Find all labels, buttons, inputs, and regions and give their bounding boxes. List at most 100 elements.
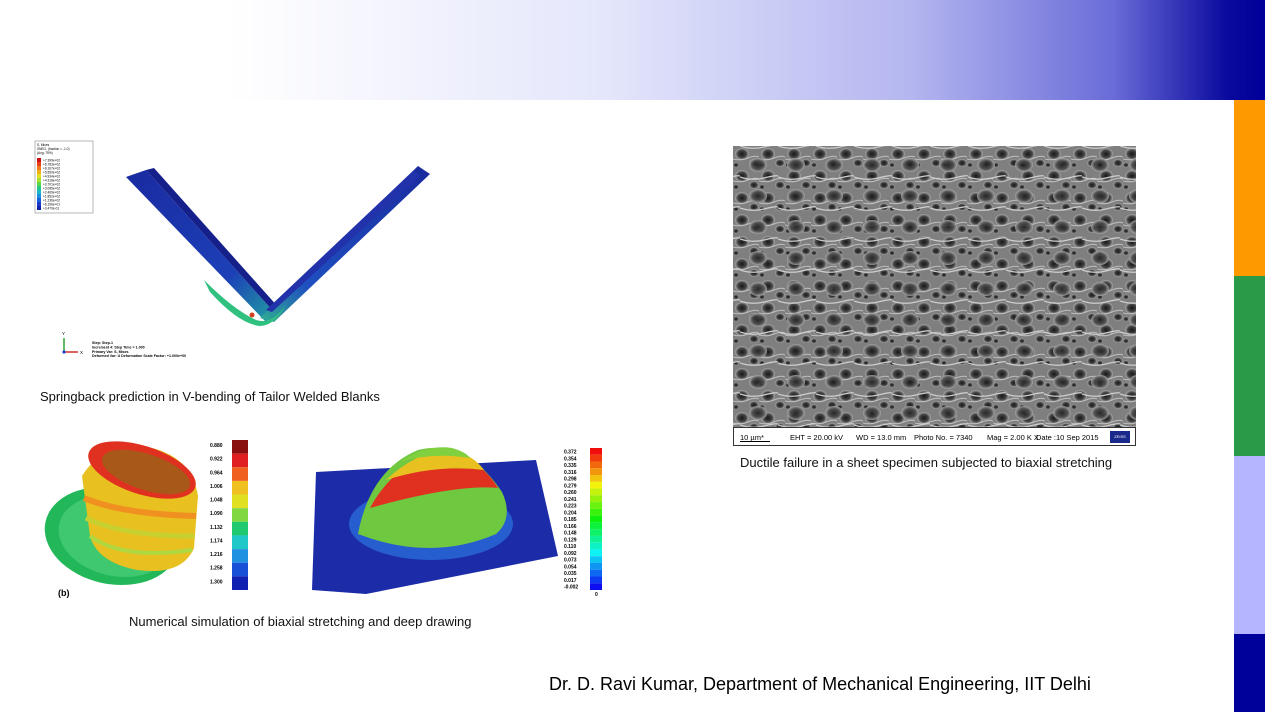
dome-scale-value: 0.298 bbox=[564, 477, 577, 483]
legend-value: +6.783e+02 bbox=[43, 162, 60, 166]
dome-scale-value: 0.204 bbox=[564, 510, 577, 516]
dome-scale-swatch bbox=[590, 583, 602, 590]
legend-swatch bbox=[37, 162, 41, 166]
dome-scale-value: 0.279 bbox=[564, 483, 577, 489]
cup-scale-value: 1.090 bbox=[210, 511, 223, 517]
side-bar-lavender bbox=[1234, 456, 1265, 634]
dome-scale-swatch bbox=[590, 488, 602, 496]
dome-scale-swatch bbox=[590, 522, 602, 530]
legend-value: +1.852e+02 bbox=[43, 194, 60, 198]
cup-color-scale: 0.880 0.922 0.964 1.006 1.048 1.090 1.132 1.174… bbox=[210, 440, 248, 590]
cup-scale-value: 1.300 bbox=[210, 579, 223, 585]
cup-scale-value: 0.922 bbox=[210, 457, 223, 463]
left-sheet bbox=[126, 170, 274, 322]
cup-top bbox=[101, 449, 191, 495]
legend-swatch bbox=[37, 166, 41, 170]
legend-value: +3.085e+02 bbox=[43, 186, 60, 190]
cup-scale-swatch bbox=[232, 494, 248, 509]
caption-springback: Springback prediction in V-bending of Ta… bbox=[40, 389, 380, 404]
dome-scale-swatch bbox=[590, 448, 602, 455]
legend-swatch bbox=[37, 194, 41, 198]
side-bar-green bbox=[1234, 276, 1265, 456]
dome-scale-value: 0.185 bbox=[564, 517, 577, 523]
cup-scale-swatch bbox=[232, 521, 248, 536]
dome-scale-zero: 0 bbox=[595, 592, 598, 598]
cup-scale-value: 1.258 bbox=[210, 566, 223, 572]
legend-value: +5.550e+02 bbox=[43, 170, 60, 174]
dome-scale-swatch bbox=[590, 495, 602, 503]
cup-scale-swatch bbox=[232, 535, 248, 550]
dome-scale-swatch bbox=[590, 508, 602, 516]
legend-swatch bbox=[37, 170, 41, 174]
sem-fractograph bbox=[733, 146, 1136, 428]
axis-y-label: Y bbox=[62, 331, 65, 336]
cup-scale-value: 1.132 bbox=[210, 525, 223, 531]
caption-numerical: Numerical simulation of biaxial stretchi… bbox=[129, 614, 472, 629]
legend-title-line: (Avg: 75%) bbox=[37, 151, 53, 155]
right-sheet-fold bbox=[266, 170, 420, 312]
dome-scale-value: 0.241 bbox=[564, 497, 577, 503]
dome-scale-value: 0.073 bbox=[564, 558, 577, 564]
dome-color-scale: 0.3720.3540.3350.3160.2980.2790.2600.241… bbox=[564, 448, 602, 598]
sem-date: Date :10 Sep 2015 bbox=[1036, 433, 1099, 442]
step-info-line: Increment 4: Step Time = 1.000 bbox=[92, 345, 145, 349]
dome-scale-swatch bbox=[590, 549, 602, 557]
dome-scale-value: 0.260 bbox=[564, 490, 577, 496]
cup-scale-swatch bbox=[232, 549, 248, 563]
dome-scale-value: 0.017 bbox=[564, 578, 577, 584]
cup-scale-swatch bbox=[232, 440, 248, 454]
legend-box bbox=[34, 140, 94, 214]
legend-swatch bbox=[37, 178, 41, 182]
sem-info-bar: 10 µm* EHT = 20.00 kV WD = 13.0 mm Photo… bbox=[733, 427, 1136, 446]
legend-swatch bbox=[37, 158, 41, 162]
dome-scale-swatch bbox=[590, 454, 602, 462]
title-band bbox=[0, 0, 1265, 100]
legend-value: +3.701e+02 bbox=[43, 182, 60, 186]
cup-scale-swatch bbox=[232, 467, 248, 481]
axis-x-label: X bbox=[80, 350, 83, 355]
legend-value: +6.196e+01 bbox=[43, 202, 60, 206]
dome-scale-value: 0.110 bbox=[564, 544, 576, 550]
dome-scale-value: 0.148 bbox=[564, 531, 577, 537]
dome-scale-value: 0.166 bbox=[564, 524, 577, 530]
legend-title-line: S, Mises bbox=[37, 143, 50, 147]
dome-scale-swatch bbox=[590, 542, 602, 550]
cup-scale-swatch bbox=[232, 562, 248, 577]
step-info-line: Primary Var: S, Mises bbox=[92, 350, 129, 354]
legend-value: +4.318e+02 bbox=[43, 178, 60, 182]
bend-region bbox=[204, 280, 286, 326]
dome-scale-value: 0.092 bbox=[564, 551, 577, 557]
dome-scale-swatch bbox=[590, 556, 602, 563]
dome-scale-value: 0.354 bbox=[564, 456, 577, 462]
side-bar-orange bbox=[1234, 100, 1265, 276]
dome-scale-value: 0.316 bbox=[564, 470, 577, 476]
zeiss-logo: ZEISS bbox=[1110, 431, 1130, 443]
dome-scale-swatch bbox=[590, 481, 602, 489]
dome-scale-value: 0.223 bbox=[564, 504, 577, 510]
axis-triad: Y X bbox=[62, 331, 83, 355]
cup-scale-value: 1.216 bbox=[210, 552, 223, 558]
dome-scale-value: -0.002 bbox=[564, 585, 578, 591]
dome-scale-value: 0.372 bbox=[564, 450, 577, 456]
legend-value: +2.469e+02 bbox=[43, 190, 60, 194]
footer-author: Dr. D. Ravi Kumar, Department of Mechani… bbox=[549, 674, 1091, 694]
dome-scale-swatch bbox=[590, 562, 602, 570]
legend-swatch bbox=[37, 182, 41, 186]
cup-scale-value: 0.880 bbox=[210, 443, 223, 449]
sem-photo: Photo No. = 7340 bbox=[914, 433, 973, 442]
peak-stress-mark bbox=[249, 312, 255, 318]
sem-eht: EHT = 20.00 kV bbox=[790, 433, 844, 442]
sem-scale-line bbox=[740, 441, 770, 442]
cup-scale-swatch bbox=[232, 576, 248, 590]
dome-figure: 0.3720.3540.3350.3160.2980.2790.2600.241… bbox=[312, 447, 602, 598]
dome-scale-value: 0.129 bbox=[564, 537, 577, 543]
dome-scale-swatch bbox=[590, 576, 602, 584]
cup-scale-value: 1.174 bbox=[210, 538, 223, 544]
caption-ductile: Ductile failure in a sheet specimen subj… bbox=[740, 455, 1113, 470]
step-info-line: Step: Step-1 bbox=[92, 341, 113, 345]
legend-title-line: SNEG, (fraction = -1.0) bbox=[37, 147, 70, 151]
step-info-line: Deformed Var: U Deformation Scale Factor… bbox=[92, 354, 186, 358]
cup-scale-swatch bbox=[232, 453, 248, 468]
